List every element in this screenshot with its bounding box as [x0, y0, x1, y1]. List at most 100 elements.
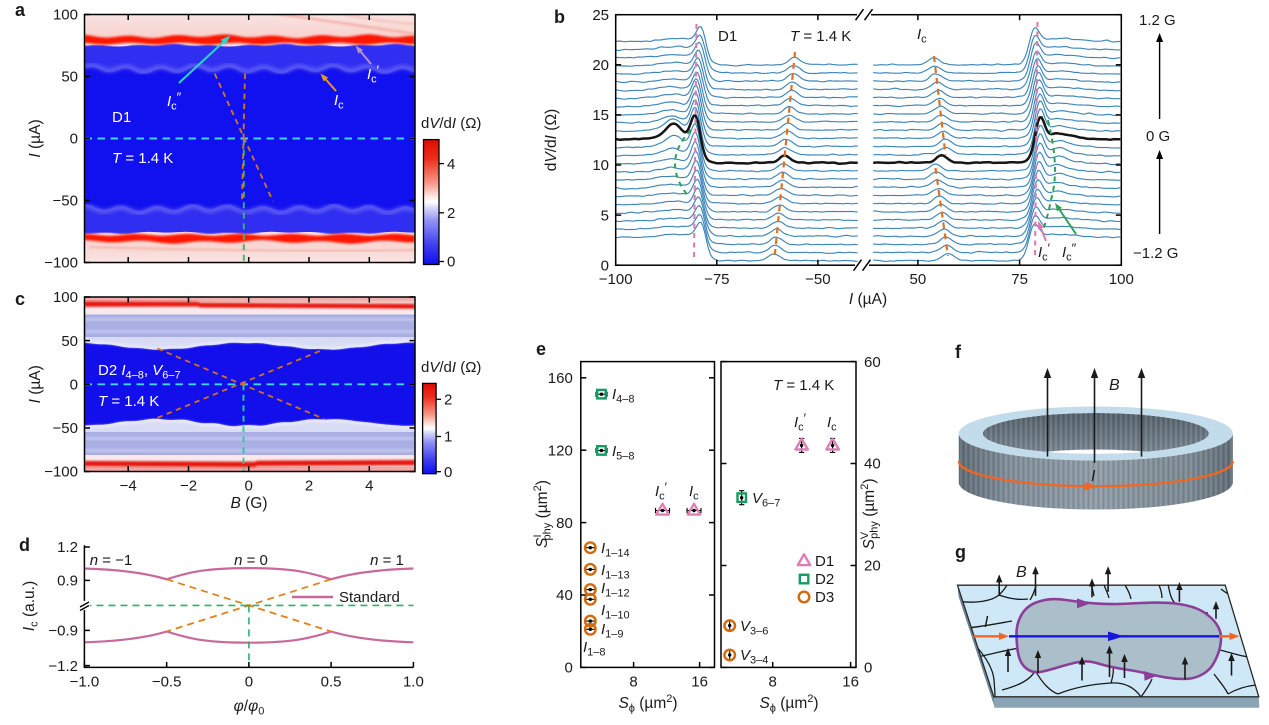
svg-text:−50: −50 — [53, 420, 78, 437]
svg-text:−100: −100 — [599, 271, 633, 288]
svg-text:I: I — [1091, 468, 1096, 485]
svg-text:Ic: Ic — [827, 414, 837, 434]
svg-text:60: 60 — [864, 354, 881, 371]
svg-text:−1.2 G: −1.2 G — [1133, 245, 1178, 262]
svg-text:−50: −50 — [53, 193, 78, 210]
svg-text:Standard: Standard — [339, 589, 400, 606]
svg-text:0 G: 0 G — [1146, 128, 1170, 145]
svg-text:20: 20 — [864, 558, 881, 575]
svg-text:20: 20 — [592, 57, 609, 74]
svg-text:I4–8: I4–8 — [612, 386, 635, 406]
svg-text:0: 0 — [70, 131, 78, 148]
svg-text:−1.2: −1.2 — [48, 658, 78, 675]
svg-text:T = 1.4 K: T = 1.4 K — [112, 150, 173, 167]
svg-text:I1–12: I1–12 — [601, 580, 630, 600]
svg-text:100: 100 — [53, 7, 78, 24]
svg-text:T = 1.4 K: T = 1.4 K — [773, 377, 834, 394]
svg-text:−2: −2 — [180, 478, 197, 495]
svg-text:160: 160 — [548, 370, 573, 387]
svg-text:I1–9: I1–9 — [601, 621, 624, 641]
svg-text:2: 2 — [447, 205, 455, 222]
svg-text:Sϕ (µm2): Sϕ (µm2) — [759, 693, 818, 715]
svg-text:100: 100 — [1109, 271, 1134, 288]
svg-text:0: 0 — [444, 464, 452, 481]
svg-text:Ic: Ic — [689, 483, 699, 503]
svg-text:T = 1.4 K: T = 1.4 K — [98, 393, 159, 410]
svg-text:120: 120 — [548, 442, 573, 459]
svg-text:I: I — [984, 614, 989, 631]
svg-text:I (µA): I (µA) — [27, 365, 44, 403]
svg-text:0: 0 — [601, 257, 609, 274]
svg-text:Ic′: Ic′ — [655, 480, 668, 503]
svg-text:D1: D1 — [815, 553, 834, 570]
svg-text:I1–10: I1–10 — [601, 602, 630, 622]
svg-text:−75: −75 — [704, 271, 729, 288]
svg-text:100: 100 — [53, 289, 78, 306]
svg-text:4: 4 — [447, 156, 455, 173]
svg-text:D1: D1 — [718, 28, 737, 45]
svg-text:−4: −4 — [120, 478, 137, 495]
svg-text:D1: D1 — [112, 109, 131, 126]
svg-text:B (G): B (G) — [230, 495, 267, 512]
svg-text:Ic′: Ic′ — [367, 63, 380, 86]
svg-text:dV/dI (Ω): dV/dI (Ω) — [421, 359, 481, 376]
svg-text:25: 25 — [592, 7, 609, 24]
svg-text:−100: −100 — [44, 464, 78, 481]
svg-text:−0.5: −0.5 — [152, 673, 182, 690]
svg-text:I1–14: I1–14 — [601, 540, 630, 560]
svg-text:2: 2 — [444, 392, 452, 409]
svg-text:0: 0 — [447, 254, 455, 271]
svg-text:−100: −100 — [44, 255, 78, 272]
svg-text:V3–4: V3–4 — [740, 647, 768, 667]
svg-text:50: 50 — [910, 271, 927, 288]
svg-text:B: B — [1109, 377, 1120, 394]
svg-text:50: 50 — [61, 69, 78, 86]
svg-text:1.0: 1.0 — [403, 673, 424, 690]
svg-text:B: B — [1016, 564, 1027, 581]
svg-text:16: 16 — [842, 673, 859, 690]
svg-text:b: b — [554, 7, 565, 27]
svg-text:I1–8: I1–8 — [583, 639, 606, 659]
svg-text:φ/φ0: φ/φ0 — [234, 698, 265, 718]
svg-text:0: 0 — [864, 660, 872, 677]
svg-text:1: 1 — [444, 429, 452, 446]
svg-text:V6–7: V6–7 — [752, 490, 780, 510]
svg-text:50: 50 — [61, 333, 78, 350]
svg-text:2: 2 — [305, 478, 313, 495]
svg-text:0: 0 — [245, 673, 253, 690]
svg-text:0: 0 — [70, 377, 78, 394]
svg-text:0: 0 — [564, 660, 572, 677]
svg-text:Ic (a.u.): Ic (a.u.) — [21, 581, 41, 631]
svg-text:4: 4 — [365, 478, 373, 495]
svg-text:g: g — [955, 542, 966, 562]
svg-text:T = 1.4 K: T = 1.4 K — [790, 28, 851, 45]
svg-text:16: 16 — [691, 673, 708, 690]
svg-text:80: 80 — [556, 515, 573, 532]
svg-text:I5–8: I5–8 — [612, 443, 635, 463]
svg-text:Sϕ (µm2): Sϕ (µm2) — [618, 693, 677, 715]
svg-text:−0.9: −0.9 — [48, 623, 78, 640]
svg-text:8: 8 — [629, 673, 637, 690]
svg-text:Ic″: Ic″ — [167, 90, 182, 113]
svg-text:−1.0: −1.0 — [70, 673, 100, 690]
svg-text:Ic′: Ic′ — [1038, 241, 1051, 264]
svg-text:1.2: 1.2 — [57, 539, 78, 556]
svg-text:f: f — [955, 342, 962, 362]
svg-text:75: 75 — [1011, 271, 1028, 288]
svg-text:Ic: Ic — [334, 92, 344, 112]
svg-text:40: 40 — [864, 456, 881, 473]
svg-text:0.5: 0.5 — [321, 673, 342, 690]
svg-text:c: c — [15, 289, 25, 309]
svg-text:I (µA): I (µA) — [27, 119, 44, 157]
svg-text:0.9: 0.9 — [57, 573, 78, 590]
svg-text:e: e — [536, 339, 546, 359]
svg-text:40: 40 — [556, 587, 573, 604]
svg-text:SIphy (µm2): SIphy (µm2) — [532, 480, 554, 548]
svg-text:D3: D3 — [815, 589, 834, 606]
svg-text:d: d — [19, 535, 30, 555]
svg-text:a: a — [15, 0, 26, 20]
svg-text:Ic″: Ic″ — [1062, 241, 1077, 264]
svg-text:n = 0: n = 0 — [234, 552, 268, 569]
svg-text:Ic: Ic — [917, 26, 927, 46]
svg-text:1.2 G: 1.2 G — [1139, 12, 1176, 29]
